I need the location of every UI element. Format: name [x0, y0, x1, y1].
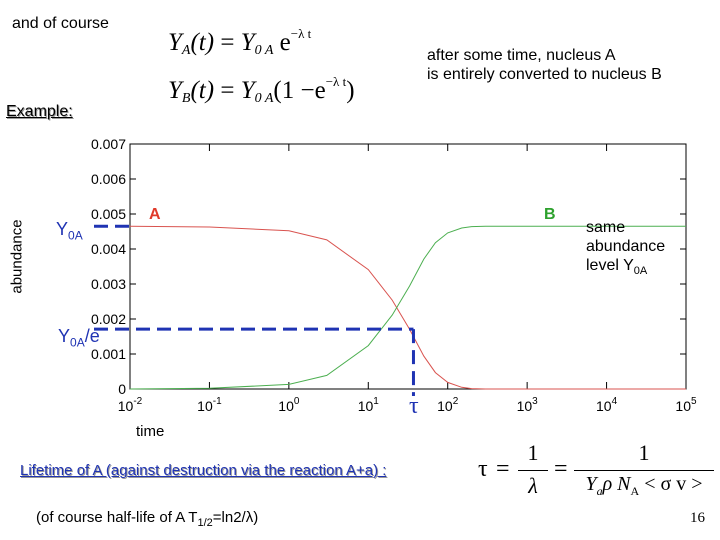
y-tick-label: 0.003: [91, 276, 126, 292]
intro-text: and of course: [12, 15, 109, 32]
y-tick-label: 0.002: [91, 311, 126, 327]
tau-symbol: τ: [409, 393, 419, 419]
x-tick-label: 10-2: [118, 396, 143, 414]
formula-growth-b: YB(t) = Y0 A(1 −e−λ t): [168, 74, 355, 106]
series-a-label: A: [149, 206, 161, 223]
same-level-note: same abundance level Y0A: [586, 219, 666, 278]
formula-decay-a: YA(t) = Y0 A e−λ t: [168, 26, 312, 58]
conversion-note: after some time, nucleus A is entirely c…: [427, 47, 662, 83]
lifetime-text: Lifetime of A (against destruction via t…: [20, 462, 387, 479]
y-tick-label: 0: [118, 381, 126, 397]
x-axis-title: time: [136, 423, 165, 440]
y0a-over-e-label: Y0A/e: [58, 326, 100, 350]
x-tick-label: 104: [596, 396, 618, 414]
series-b-line: [129, 225, 686, 390]
x-tick-label: 100: [278, 396, 300, 414]
x-tick-label: 103: [517, 396, 539, 414]
x-tick-label: 102: [437, 396, 459, 414]
y-tick-label: 0.007: [91, 136, 126, 152]
series-b-label: B: [544, 206, 556, 223]
y-tick-label: 0.001: [91, 346, 126, 362]
halflife-note: (of course half-life of A T1/2=ln2/λ): [36, 509, 259, 529]
y-tick-label: 0.005: [91, 206, 126, 222]
series-a-line: [129, 225, 686, 390]
example-heading: Example:: [6, 103, 73, 120]
y0a-label: Y0A: [56, 219, 83, 243]
plot-area: [129, 143, 687, 390]
x-tick-label: 101: [358, 396, 380, 414]
x-tick-label: 10-1: [197, 396, 222, 414]
x-tick-label: 105: [675, 396, 697, 414]
page-number: 16: [690, 510, 705, 526]
y-tick-label: 0.004: [91, 241, 126, 257]
lifetime-formula: τ = 1 λ = 1 Yaρ NA < σ v >: [478, 440, 718, 502]
y-tick-label: 0.006: [91, 171, 126, 187]
